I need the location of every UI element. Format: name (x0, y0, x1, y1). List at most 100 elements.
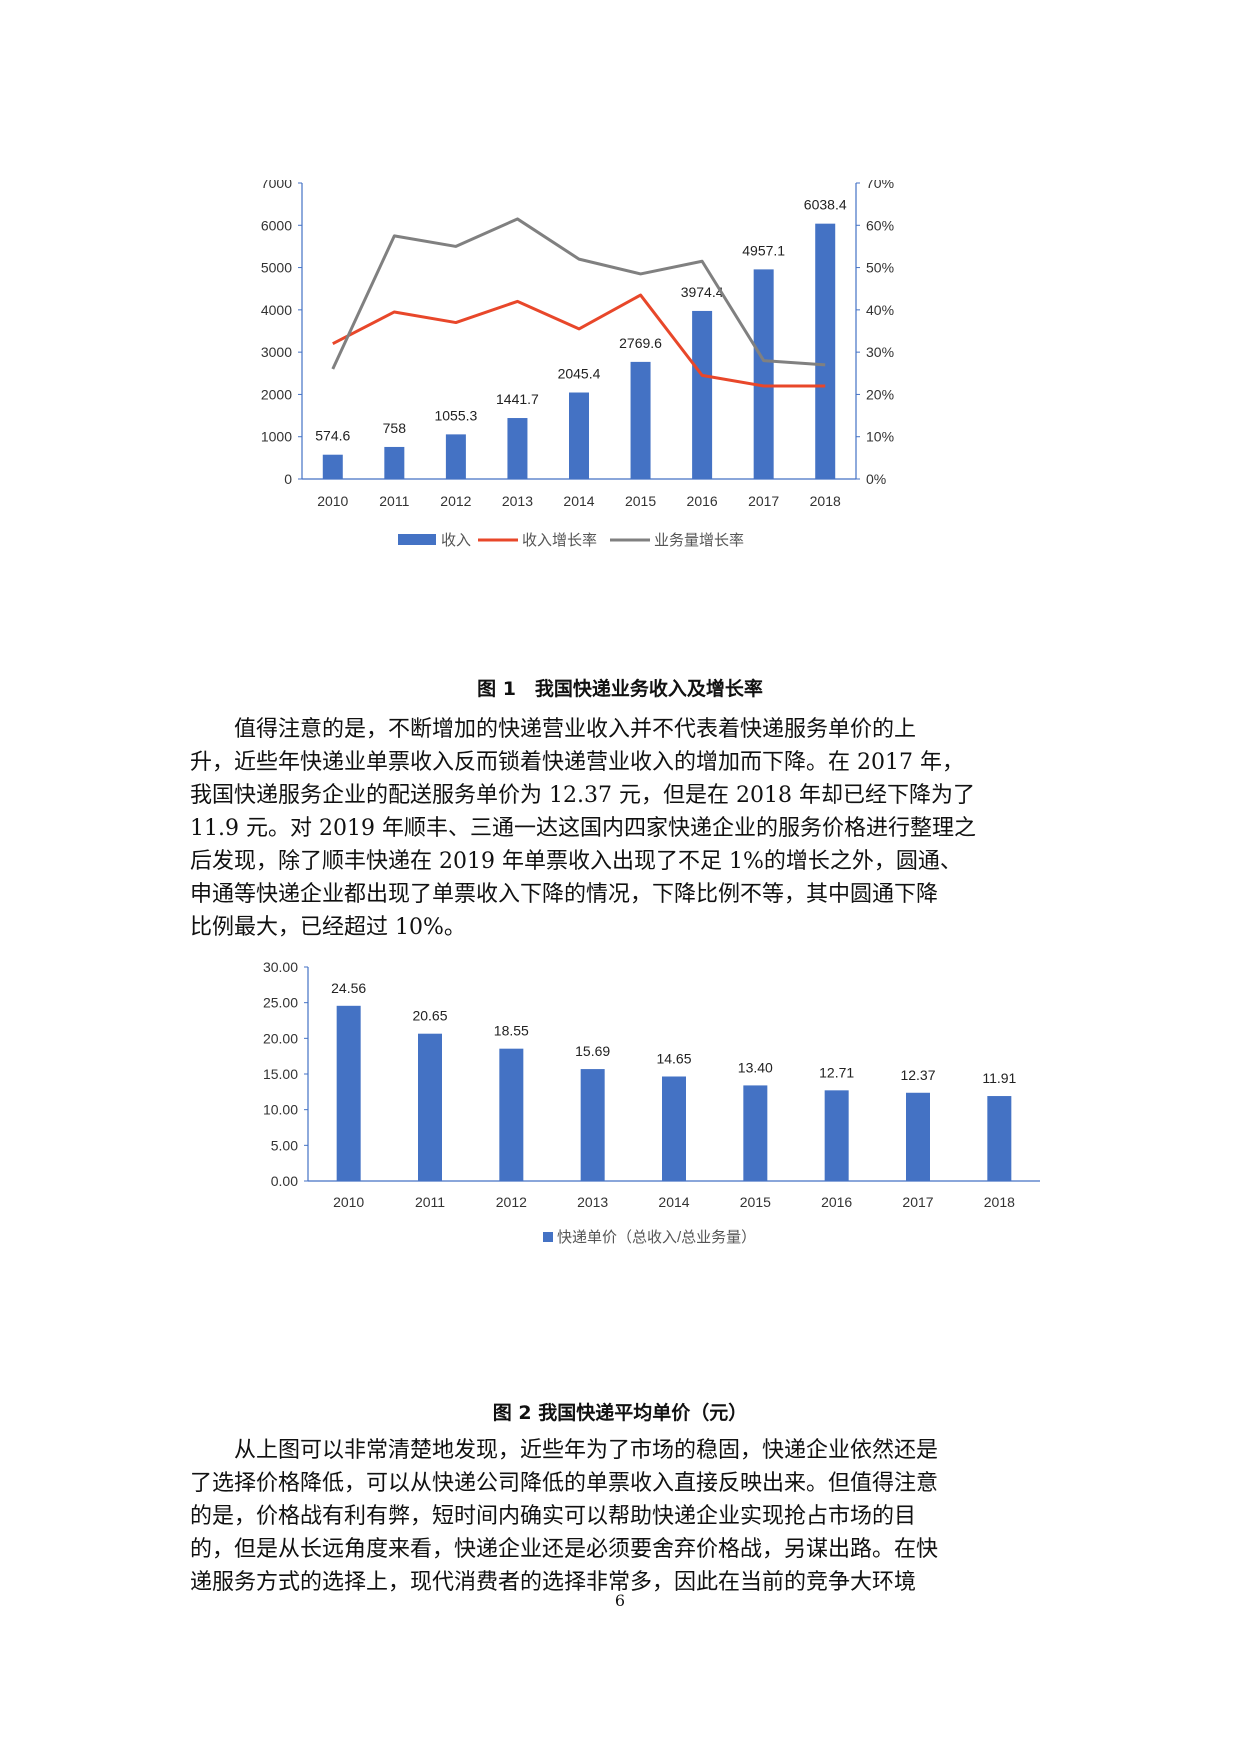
paragraph-line: 从上图可以非常清楚地发现，近些年为了市场的稳固，快递企业依然还是 (190, 1438, 939, 1463)
bar-value-label: 20.65 (412, 1008, 447, 1024)
bar-value-label: 6038.4 (804, 197, 847, 213)
bar-value-label: 15.69 (575, 1043, 610, 1059)
left-tick-label: 3000 (261, 344, 292, 360)
legend-swatch (398, 534, 436, 545)
right-tick-label: 0% (866, 471, 886, 487)
legend-swatch (543, 1232, 553, 1242)
paragraph-line: 递服务方式的选择上，现代消费者的选择非常多，因此在当前的竞争大环境 (190, 1570, 917, 1595)
right-tick-label: 70% (866, 180, 894, 191)
bar (569, 392, 589, 479)
x-tick-label: 2017 (902, 1194, 933, 1210)
x-tick-label: 2014 (658, 1194, 689, 1210)
y-tick-label: 25.00 (263, 995, 298, 1011)
bar (753, 269, 774, 479)
y-tick-label: 0.00 (271, 1173, 298, 1189)
x-tick-label: 2018 (810, 493, 841, 509)
bar-value-label: 11.91 (982, 1070, 1016, 1086)
x-tick-label: 2011 (379, 493, 409, 509)
legend-label: 收入增长率 (522, 532, 597, 549)
right-tick-label: 60% (866, 217, 894, 233)
bar (692, 310, 713, 479)
bar (630, 361, 651, 479)
bar-value-label: 18.55 (494, 1023, 529, 1039)
chart-express-revenue-growth: 0 1000 2000 3000 4000 5000 6000 7000 0% 10% 20% 30%… (261, 180, 894, 549)
paragraph-line: 值得注意的是，不断增加的快递营业收入并不代表着快递服务单价的上 (190, 717, 917, 742)
series-line (331, 217, 826, 370)
paragraph-1: 值得注意的是，不断增加的快递营业收入并不代表着快递服务单价的上 升，近些年快递业… (190, 713, 1052, 944)
right-tick-label: 50% (866, 260, 894, 276)
y-tick-label: 30.00 (263, 960, 298, 975)
y-tick-label: 10.00 (263, 1102, 298, 1118)
chart-express-unit-price: 0.00 5.00 10.00 15.00 20.00 25.00 30.00 2010 201… (263, 960, 1040, 1246)
bar-value-label: 1441.7 (496, 391, 539, 407)
bar (662, 1076, 686, 1181)
bar-value-label: 12.37 (900, 1067, 935, 1083)
paragraph-line: 11.9 元。对 2019 年顺丰、三通一达这国内四家快递企业的服务价格进行整理… (190, 816, 976, 841)
bar (418, 1033, 442, 1181)
bar (815, 223, 836, 479)
x-tick-label: 2014 (563, 493, 594, 509)
bar-value-label: 13.40 (738, 1059, 773, 1075)
left-tick-label: 4000 (261, 302, 292, 318)
bar-value-label: 14.65 (656, 1050, 691, 1066)
bar-value-label: 4957.1 (742, 242, 785, 258)
paragraph-line: 升，近些年快递业单票收入反而锁着快递营业收入的增加而下降。在 2017 年， (190, 750, 964, 775)
bar-value-label: 2769.6 (619, 335, 662, 351)
right-tick-label: 20% (866, 386, 894, 402)
x-tick-label: 2017 (748, 493, 779, 509)
x-tick-label: 2010 (333, 1194, 364, 1210)
x-tick-label: 2016 (687, 493, 718, 509)
x-tick-label: 2018 (984, 1194, 1015, 1210)
bar-value-label: 12.71 (819, 1064, 854, 1080)
right-tick-label: 10% (866, 429, 894, 445)
legend-label: 快递单价（总收入/总业务量） (557, 1229, 756, 1246)
paragraph-2: 从上图可以非常清楚地发现，近些年为了市场的稳固，快递企业依然还是 了选择价格降低… (190, 1434, 1052, 1599)
x-tick-label: 2015 (625, 493, 656, 509)
figure2-caption: 图 2 我国快递平均单价（元） (492, 1402, 748, 1424)
left-tick-label: 1000 (261, 429, 292, 445)
right-tick-label: 30% (866, 344, 894, 360)
left-tick-label: 5000 (261, 260, 292, 276)
x-tick-label: 2015 (740, 1194, 771, 1210)
left-tick-label: 2000 (261, 386, 292, 402)
legend-label: 业务量增长率 (654, 532, 744, 549)
bar (445, 434, 466, 479)
bar (336, 1005, 361, 1181)
x-tick-label: 2013 (577, 1194, 608, 1210)
x-tick-label: 2010 (317, 493, 348, 509)
y-tick-label: 20.00 (263, 1030, 298, 1046)
paragraph-line: 了选择价格降低，可以从快递公司降低的单票收入直接反映出来。但值得注意 (190, 1471, 939, 1496)
bar-value-label: 2045.4 (558, 366, 601, 382)
series-line (332, 293, 826, 388)
left-tick-label: 7000 (261, 180, 292, 191)
x-tick-label: 2011 (415, 1194, 445, 1210)
paragraph-line: 的是，价格战有利有弊，短时间内确实可以帮助快递企业实现抢占市场的目 (190, 1504, 917, 1529)
bar (743, 1085, 768, 1181)
bar-value-label: 3974.4 (681, 284, 724, 300)
paragraph-line: 的，但是从长远角度来看，快递企业还是必须要舍弃价格战，另谋出路。在快 (190, 1537, 939, 1562)
x-tick-label: 2012 (496, 1194, 527, 1210)
y-tick-label: 15.00 (263, 1066, 298, 1082)
figure1-caption: 图 1 我国快递业务收入及增长率 (477, 678, 763, 700)
bar (507, 418, 528, 479)
paragraph-line: 比例最大，已经超过 10%。 (190, 915, 466, 940)
bar-value-label: 24.56 (331, 980, 366, 996)
bar-value-label: 1055.3 (434, 407, 477, 423)
y-tick-label: 5.00 (271, 1137, 298, 1153)
paragraph-line: 申通等快递企业都出现了单票收入下降的情况，下降比例不等，其中圆通下降 (190, 882, 939, 907)
bar (906, 1092, 930, 1181)
right-tick-label: 40% (866, 302, 894, 318)
bar (987, 1096, 1012, 1181)
left-tick-label: 0 (284, 471, 292, 487)
bar (384, 446, 405, 479)
page-number: 6 (614, 1591, 626, 1610)
bar-value-label: 758 (383, 420, 407, 436)
bar (322, 454, 343, 479)
legend-label: 收入 (441, 532, 471, 549)
paragraph-line: 我国快递服务企业的配送服务单价为 12.37 元，但是在 2018 年却已经下降… (190, 783, 975, 808)
x-tick-label: 2013 (502, 493, 533, 509)
x-tick-label: 2016 (821, 1194, 852, 1210)
bar (580, 1069, 605, 1181)
paragraph-line: 后发现，除了顺丰快递在 2019 年单票收入出现了不足 1%的增长之外，圆通、 (190, 849, 962, 874)
x-tick-label: 2012 (440, 493, 471, 509)
